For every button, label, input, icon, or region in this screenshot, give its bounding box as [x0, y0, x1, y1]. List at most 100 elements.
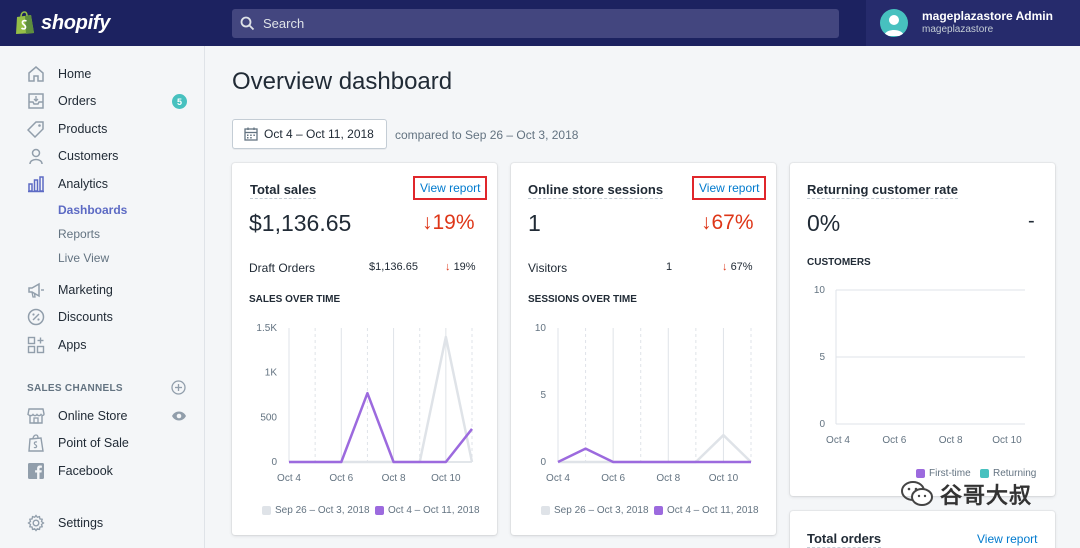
card-title: Returning customer rate	[807, 182, 958, 199]
facebook-icon	[26, 461, 46, 481]
x-tick-label: Oct 4	[277, 473, 301, 484]
returning-rate-value: 0%	[807, 210, 841, 236]
sidebar-item-label: Apps	[58, 338, 87, 352]
total-orders-card: Total orders View report	[790, 511, 1055, 548]
brand-name: shopify	[41, 11, 111, 34]
sidebar-subitem-reports[interactable]: Reports	[58, 227, 101, 241]
legend-first-time: First-time	[916, 468, 971, 479]
x-tick-label: Oct 6	[601, 473, 625, 484]
top-bar: shopify Search mageplazastore Admin mage…	[0, 0, 1080, 46]
sidebar-item-label: Marketing	[58, 283, 113, 297]
user-menu[interactable]: mageplazastore Admin mageplazastore	[866, 0, 1080, 46]
returning-rate-delta: -	[1028, 210, 1035, 232]
shopify-bag-icon	[16, 11, 34, 34]
x-tick-label: Oct 4	[546, 473, 570, 484]
y-tick-label: 10	[814, 285, 826, 296]
sidebar-item-label: Facebook	[58, 464, 113, 478]
sidebar-item-apps[interactable]: Apps	[26, 335, 87, 355]
sidebar-item-label: Discounts	[58, 310, 113, 324]
visitors-value: 1	[666, 261, 673, 273]
search-icon	[240, 16, 255, 31]
sessions-delta: ↓67%	[701, 211, 754, 234]
sales-over-time-chart: 0 500 1K 1.5K Oct 4 Oct 6 Oct 8 Oct 10	[256, 323, 474, 484]
orders-count-badge: 5	[172, 94, 187, 109]
series-previous-line	[289, 335, 474, 464]
sidebar-item-label: Products	[58, 122, 108, 136]
total-sales-delta: ↓19%	[422, 211, 475, 234]
legend-label: Returning	[993, 468, 1037, 479]
sidebar-item-label: Online Store	[58, 409, 128, 423]
date-range-picker[interactable]: Oct 4 – Oct 11, 2018	[232, 119, 387, 149]
view-report-link[interactable]: View report	[413, 176, 488, 200]
sidebar-item-orders[interactable]: Orders	[26, 91, 96, 111]
x-tick-label: Oct 10	[992, 435, 1022, 446]
sidebar-item-marketing[interactable]: Marketing	[26, 280, 113, 300]
x-tick-label: Oct 8	[382, 473, 406, 484]
sessions-over-time-chart: 0 5 10 Oct 4 Oct 6 Oct 8 Oct 10	[535, 323, 752, 484]
sidebar-item-customers[interactable]: Customers	[26, 146, 118, 166]
series-current-line	[289, 391, 473, 464]
add-channel-icon[interactable]	[171, 380, 186, 395]
total-sales-value: $1,136.65	[249, 210, 352, 236]
user-avatar-icon	[884, 15, 904, 36]
sidebar-item-online-store[interactable]: Online Store	[26, 406, 127, 426]
legend-previous: Sep 26 – Oct 3, 2018	[262, 505, 370, 516]
discount-icon	[26, 307, 46, 327]
user-name: mageplazastore Admin	[922, 9, 1053, 23]
sidebar-item-label: Settings	[58, 516, 104, 530]
y-tick-label: 5	[540, 390, 546, 401]
returning-customer-rate-card: Returning customer rate 0% - CUSTOMERS 0…	[790, 163, 1055, 496]
watermark-text: 谷哥大叔	[940, 483, 1033, 509]
legend-label: First-time	[929, 468, 971, 479]
orders-icon	[26, 91, 46, 111]
megaphone-icon	[26, 280, 46, 300]
sidebar-item-products[interactable]: Products	[26, 119, 107, 139]
legend-label: Sep 26 – Oct 3, 2018	[275, 505, 370, 516]
draft-orders-delta: ↓ 19%	[445, 261, 476, 273]
down-arrow-icon: ↓	[722, 261, 728, 273]
draft-orders-label: Draft Orders	[249, 261, 316, 275]
sidebar-item-discounts[interactable]: Discounts	[26, 307, 113, 327]
brand-logo[interactable]: shopify	[0, 0, 205, 46]
visitors-label: Visitors	[528, 261, 568, 275]
x-tick-label: Oct 8	[939, 435, 963, 446]
sidebar-item-facebook[interactable]: Facebook	[26, 461, 113, 481]
y-tick-label: 500	[260, 412, 277, 423]
search-placeholder: Search	[263, 16, 305, 31]
sidebar-subitem-live-view[interactable]: Live View	[58, 251, 110, 265]
sidebar-item-label: Customers	[58, 149, 119, 163]
sidebar-item-settings[interactable]: Settings	[26, 513, 103, 533]
y-tick-label: 10	[535, 323, 547, 334]
sidebar-item-label: Point of Sale	[58, 436, 129, 450]
legend-returning: Returning	[980, 468, 1036, 479]
search-input[interactable]: Search	[232, 9, 839, 38]
series-current-line	[557, 447, 751, 464]
legend-label: Oct 4 – Oct 11, 2018	[667, 505, 759, 516]
legend-label: Sep 26 – Oct 3, 2018	[554, 505, 649, 516]
eye-icon[interactable]	[171, 410, 187, 422]
x-tick-label: Oct 8	[656, 473, 680, 484]
customers-chart: 0 5 10 Oct 4 Oct 6 Oct 8 Oct 10	[814, 285, 1025, 446]
y-tick-label: 1.5K	[256, 323, 277, 334]
sidebar-item-analytics[interactable]: Analytics	[26, 174, 108, 194]
person-icon	[26, 146, 46, 166]
card-title: Total sales	[250, 182, 317, 199]
sidebar-subitem-dashboards[interactable]: Dashboards	[58, 203, 128, 217]
x-tick-label: Oct 6	[882, 435, 906, 446]
sidebar-item-home[interactable]: Home	[26, 64, 91, 84]
draft-orders-delta-value: 19%	[453, 261, 476, 273]
chart-title: SALES OVER TIME	[249, 294, 341, 305]
view-report-link[interactable]: View report	[977, 532, 1038, 546]
store-icon	[26, 406, 46, 426]
view-report-link[interactable]: View report	[692, 176, 767, 200]
home-icon	[26, 64, 46, 84]
sidebar-item-point-of-sale[interactable]: Point of Sale	[26, 433, 129, 453]
pos-bag-icon	[26, 433, 46, 453]
y-tick-label: 0	[271, 457, 277, 468]
legend-previous: Sep 26 – Oct 3, 2018	[541, 505, 649, 516]
card-title: Online store sessions	[528, 182, 664, 199]
draft-orders-value: $1,136.65	[369, 261, 418, 273]
card-title: Total orders	[807, 531, 882, 548]
online-store-sessions-card: Online store sessions View report 1 ↓67%…	[511, 163, 776, 535]
legend-label: Oct 4 – Oct 11, 2018	[388, 505, 480, 516]
